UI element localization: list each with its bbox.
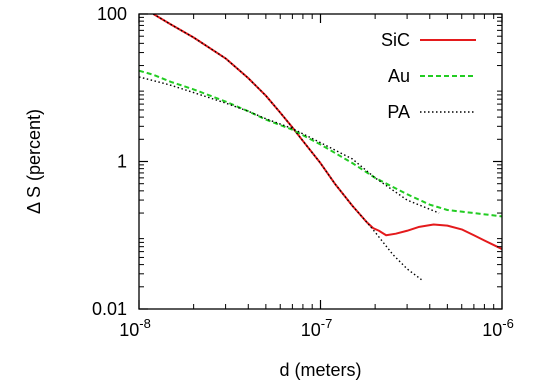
series-line-pa-2	[153, 14, 422, 281]
y-tick-label: 100	[97, 4, 127, 24]
legend-label-sic: SiC	[381, 30, 410, 50]
plot-frame	[138, 13, 503, 310]
legend: SiC Au PA	[381, 30, 476, 122]
x-tick-label: 10-6	[482, 316, 514, 340]
legend-label-pa: PA	[387, 102, 410, 122]
x-axis-label: d (meters)	[279, 360, 361, 380]
series-line-pa-1	[139, 76, 440, 214]
x-tick-label: 10-8	[119, 316, 151, 340]
y-axis-label: Δ S (percent)	[24, 109, 44, 214]
series-line-sic	[152, 14, 502, 250]
series-line-au	[139, 69, 502, 218]
ticks-layer: 10-8 10-7 10-6 0.01 1 100	[92, 4, 514, 340]
series-layer	[139, 14, 502, 281]
y-tick-label: 0.01	[92, 299, 127, 319]
legend-label-au: Au	[388, 66, 410, 86]
x-tick-label: 10-7	[301, 316, 333, 340]
y-tick-label: 1	[117, 152, 127, 172]
